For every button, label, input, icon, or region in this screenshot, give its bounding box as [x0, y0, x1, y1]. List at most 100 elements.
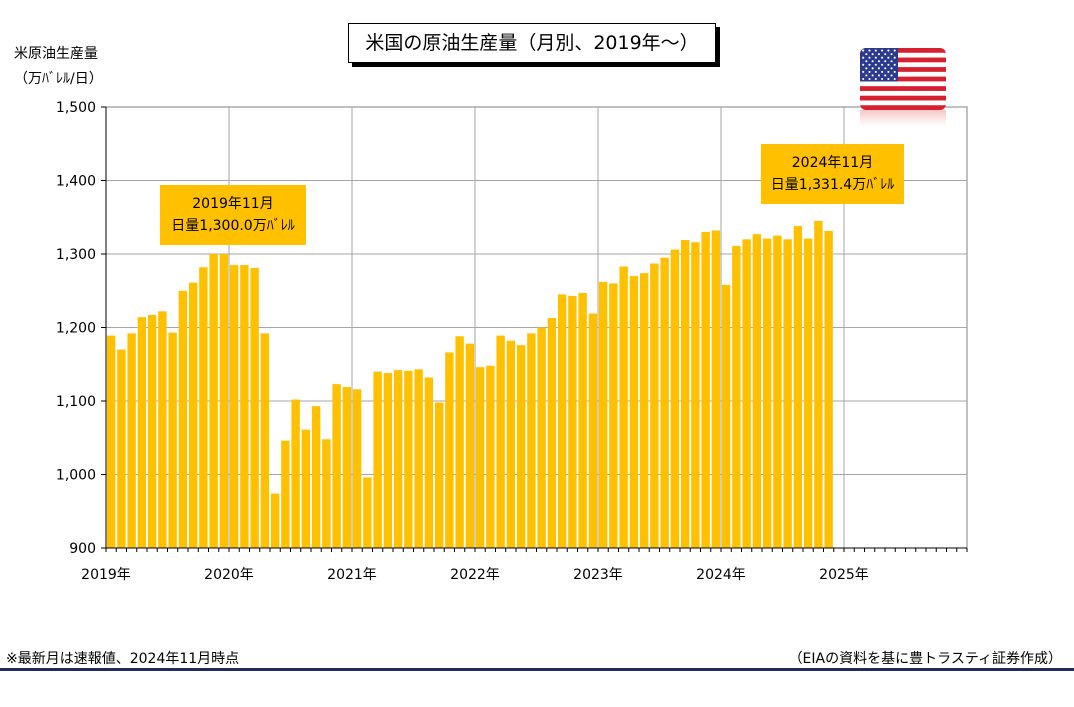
annotation-2024-value: 日量1,331.4万ﾊﾞﾚﾙ: [770, 177, 895, 193]
bar: [516, 345, 526, 548]
bar: [598, 281, 608, 548]
bar: [814, 220, 823, 549]
bar: [721, 284, 731, 548]
bar: [117, 349, 126, 548]
bar: [178, 290, 188, 548]
bar: [465, 343, 475, 548]
bar: [342, 387, 352, 548]
bar: [568, 295, 577, 548]
bar: [496, 335, 505, 548]
x-tick-label: 2021年: [327, 567, 377, 583]
bar: [209, 254, 218, 548]
bar: [434, 402, 444, 548]
bar: [475, 367, 485, 548]
bar: [393, 370, 403, 548]
y-axis-unit-label: 米原油生産量 （万ﾊﾞﾚﾙ/日）: [14, 42, 103, 92]
bar: [537, 327, 546, 548]
annotation-2019-peak: 2019年11月 日量1,300.0万ﾊﾞﾚﾙ: [160, 185, 306, 245]
bar: [352, 389, 362, 548]
y-tick-label: 1,300: [56, 247, 96, 263]
annotation-2024-date: 2024年11月: [791, 155, 874, 171]
bar: [742, 239, 751, 549]
x-tick-label: 2024年: [696, 567, 746, 583]
bar: [609, 283, 618, 548]
bar: [270, 493, 280, 548]
x-tick-label: 2023年: [573, 567, 623, 583]
bar: [137, 317, 147, 548]
bar: [168, 332, 177, 548]
bar: [301, 429, 311, 548]
bar: [373, 371, 382, 548]
bottom-rule: [0, 668, 1074, 671]
bar: [629, 276, 639, 548]
bar: [680, 240, 690, 548]
x-tick-label: 2025年: [819, 567, 869, 583]
bar: [506, 340, 516, 548]
bar: [311, 406, 321, 548]
bar: [547, 317, 557, 548]
bar: [229, 265, 239, 548]
footnote: ※最新月は速報値、2024年11月時点: [6, 651, 240, 667]
bar: [291, 399, 300, 548]
bar: [783, 239, 792, 549]
bar: [219, 254, 229, 548]
y-tick-label: 1,200: [56, 321, 96, 337]
y-axis-unit-line1: 米原油生産量: [14, 46, 98, 62]
bar: [486, 365, 495, 548]
chart-title: 米国の原油生産量（月別、2019年～）: [348, 23, 716, 63]
bar: [824, 230, 833, 548]
bar: [660, 257, 669, 548]
x-tick-label: 2020年: [204, 567, 254, 583]
us-flag-icon: [860, 48, 946, 110]
x-tick-label: 2022年: [450, 567, 500, 583]
flag-reflection: [860, 110, 946, 126]
bar: [455, 336, 464, 548]
bar: [793, 226, 803, 548]
bar: [701, 231, 710, 548]
bar: [732, 245, 741, 549]
bar: [199, 267, 208, 548]
bar: [250, 267, 259, 548]
bar: [383, 373, 393, 548]
bar: [588, 313, 598, 548]
bar: [639, 273, 649, 548]
bar: [445, 352, 454, 548]
bar: [260, 333, 270, 548]
bar: [619, 266, 628, 548]
bar: [650, 263, 659, 548]
bar: [332, 384, 341, 548]
axes: 900 1,000 1,100 1,200 1,300 1,400 1,500 2019年 20…: [56, 100, 968, 583]
bar: [363, 477, 372, 548]
bar: [240, 265, 249, 548]
y-tick-label: 1,100: [56, 394, 96, 410]
grid: [106, 107, 967, 548]
annotation-2019-date: 2019年11月: [192, 196, 274, 212]
bar: [322, 439, 331, 548]
bar: [147, 315, 157, 548]
bar: [281, 440, 290, 548]
source-note: （EIAの資料を基に豊トラスティ証券作成）: [788, 651, 1062, 667]
bar: [414, 369, 423, 548]
annotation-2024-latest: 2024年11月 日量1,331.4万ﾊﾞﾚﾙ: [761, 144, 904, 204]
bar: [752, 234, 762, 548]
bar: [762, 238, 772, 548]
bar: [527, 333, 536, 548]
y-axis-unit-line2: （万ﾊﾞﾚﾙ/日）: [14, 71, 103, 87]
bar: [158, 311, 167, 548]
bar: [711, 230, 721, 549]
y-tick-label: 1,000: [56, 468, 96, 484]
bar: [691, 242, 700, 549]
y-tick-label: 900: [69, 541, 96, 557]
bar: [106, 335, 116, 548]
bar: [127, 333, 136, 548]
y-tick-label: 1,400: [56, 174, 96, 190]
x-tick-label: 2019年: [81, 567, 131, 583]
bars: [106, 220, 833, 549]
bar: [404, 370, 413, 548]
bar: [557, 294, 567, 548]
bar: [670, 249, 680, 548]
bar: [424, 377, 434, 548]
annotation-2019-value: 日量1,300.0万ﾊﾞﾚﾙ: [171, 218, 295, 234]
bar: [188, 282, 198, 548]
bar: [578, 292, 587, 548]
